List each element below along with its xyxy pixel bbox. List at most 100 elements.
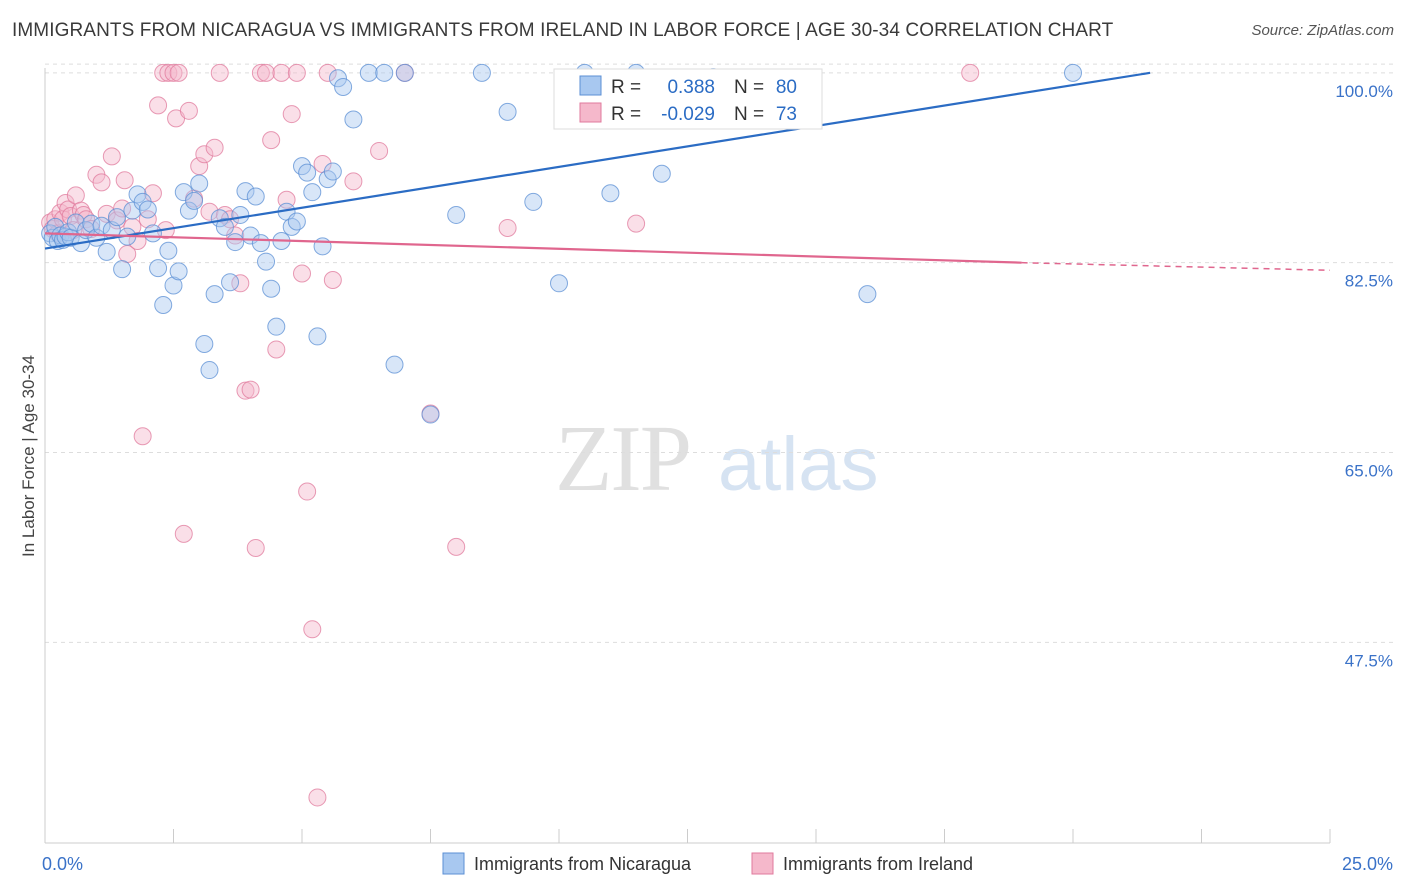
point-nicaragua-63: [359, 63, 378, 82]
point-nicaragua-60: [328, 69, 347, 88]
legend-r-value-nicaragua: 0.388: [667, 77, 715, 98]
point-ireland-31: [159, 63, 178, 82]
series-legend: Immigrants from Nicaragua Immigrants fro…: [442, 852, 973, 875]
trend-line-ireland-extension: [1021, 261, 1331, 272]
bottom-legend-swatch-ireland: [751, 852, 774, 875]
point-nicaragua-36: [205, 285, 224, 304]
point-nicaragua-56: [308, 327, 327, 346]
point-ireland-39: [195, 145, 214, 164]
point-ireland-56: [282, 105, 301, 124]
point-ireland-16: [92, 173, 111, 192]
source-label: Source: ZipAtlas.com: [1251, 22, 1394, 39]
point-nicaragua-70: [498, 102, 517, 121]
point-nicaragua-25: [149, 259, 168, 278]
point-ireland-54: [272, 63, 291, 82]
point-nicaragua-15: [97, 242, 116, 261]
legend-n-label-ireland: N =: [734, 104, 764, 125]
trend-line-nicaragua: [44, 71, 1151, 250]
point-nicaragua-68: [447, 205, 466, 224]
chart-title: IMMIGRANTS FROM NICARAGUA VS IMMIGRANTS …: [12, 20, 1114, 41]
point-ireland-10: [66, 186, 85, 205]
point-ireland-70: [498, 218, 517, 237]
x-tick-label-1: 25.0%: [1342, 854, 1393, 874]
watermark-zip: ZIP: [555, 407, 690, 511]
point-nicaragua-62: [344, 110, 363, 129]
trend-line-ireland: [44, 232, 1022, 264]
point-ireland-32: [164, 63, 183, 82]
point-ireland-61: [308, 788, 327, 807]
y-tick-label-2: 82.5%: [1345, 272, 1393, 291]
point-nicaragua-34: [195, 335, 214, 354]
point-nicaragua-66: [395, 63, 414, 82]
point-nicaragua-28: [164, 276, 183, 295]
y-tick-label-3: 100.0%: [1335, 82, 1393, 101]
point-ireland-60: [303, 620, 322, 639]
stats-legend: R = 0.388 N = 80 R = -0.029 N = 73: [553, 68, 823, 130]
point-ireland-71: [627, 214, 646, 233]
legend-swatch-ireland: [579, 102, 602, 123]
point-nicaragua-78: [858, 285, 877, 304]
axes: [44, 68, 1331, 844]
point-nicaragua-55: [303, 183, 322, 202]
point-nicaragua-47: [262, 279, 281, 298]
point-ireland-57: [287, 63, 306, 82]
point-ireland-72: [961, 63, 980, 82]
bottom-legend-swatch-nicaragua: [442, 852, 465, 875]
y-tick-labels: 47.5% 65.0% 82.5% 100.0%: [1335, 82, 1393, 670]
point-nicaragua-46: [257, 252, 276, 271]
legend-swatch-nicaragua: [579, 75, 602, 96]
watermark-atlas: atlas: [718, 422, 879, 507]
point-ireland-58: [293, 264, 311, 283]
point-ireland-52: [262, 131, 281, 150]
point-nicaragua-40: [226, 233, 245, 252]
point-nicaragua-9: [66, 213, 85, 232]
point-nicaragua-31: [179, 201, 198, 220]
point-nicaragua-59: [323, 162, 342, 181]
legend-n-value-ireland: 73: [776, 104, 797, 125]
point-nicaragua-27: [159, 241, 178, 260]
point-nicaragua-26: [154, 295, 173, 314]
point-ireland-65: [344, 172, 363, 191]
point-nicaragua-29: [169, 262, 188, 281]
point-ireland-36: [179, 101, 198, 120]
point-nicaragua-52: [287, 212, 306, 231]
point-nicaragua-72: [550, 274, 568, 293]
point-nicaragua-45: [251, 234, 270, 253]
point-ireland-49: [246, 538, 265, 557]
point-ireland-69: [447, 537, 466, 556]
point-nicaragua-69: [472, 63, 491, 82]
y-tick-label-1: 65.0%: [1345, 462, 1393, 481]
point-ireland-29: [154, 63, 173, 82]
point-ireland-48: [241, 380, 260, 399]
point-nicaragua-76: [652, 164, 671, 183]
point-ireland-42: [210, 63, 229, 82]
point-nicaragua-71: [524, 192, 543, 211]
point-ireland-18: [102, 147, 121, 166]
point-ireland-26: [138, 210, 157, 229]
point-ireland-66: [370, 141, 389, 160]
point-nicaragua-74: [601, 184, 620, 203]
legend-n-value-nicaragua: 80: [776, 77, 797, 98]
point-ireland-14: [82, 220, 101, 239]
point-nicaragua-18: [113, 260, 132, 279]
bottom-legend-label-nicaragua: Immigrants from Nicaragua: [474, 854, 692, 874]
point-nicaragua-48: [267, 317, 286, 336]
point-nicaragua-67: [421, 405, 440, 424]
point-nicaragua-65: [385, 355, 404, 374]
point-nicaragua-54: [298, 163, 317, 182]
legend-r-value-ireland: -0.029: [661, 104, 715, 125]
point-nicaragua-38: [215, 217, 234, 236]
point-ireland-34: [169, 63, 188, 82]
data-points: [41, 63, 1082, 807]
point-nicaragua-41: [231, 205, 250, 224]
legend-n-label-nicaragua: N =: [734, 77, 764, 98]
y-tick-label-0: 47.5%: [1345, 651, 1393, 670]
point-ireland-41: [205, 138, 224, 157]
point-nicaragua-32: [185, 191, 204, 210]
bottom-legend-label-ireland: Immigrants from Ireland: [783, 854, 973, 874]
point-nicaragua-51: [282, 217, 301, 236]
trend-lines: [44, 71, 1331, 272]
point-nicaragua-44: [246, 187, 265, 206]
point-nicaragua-61: [334, 77, 353, 96]
